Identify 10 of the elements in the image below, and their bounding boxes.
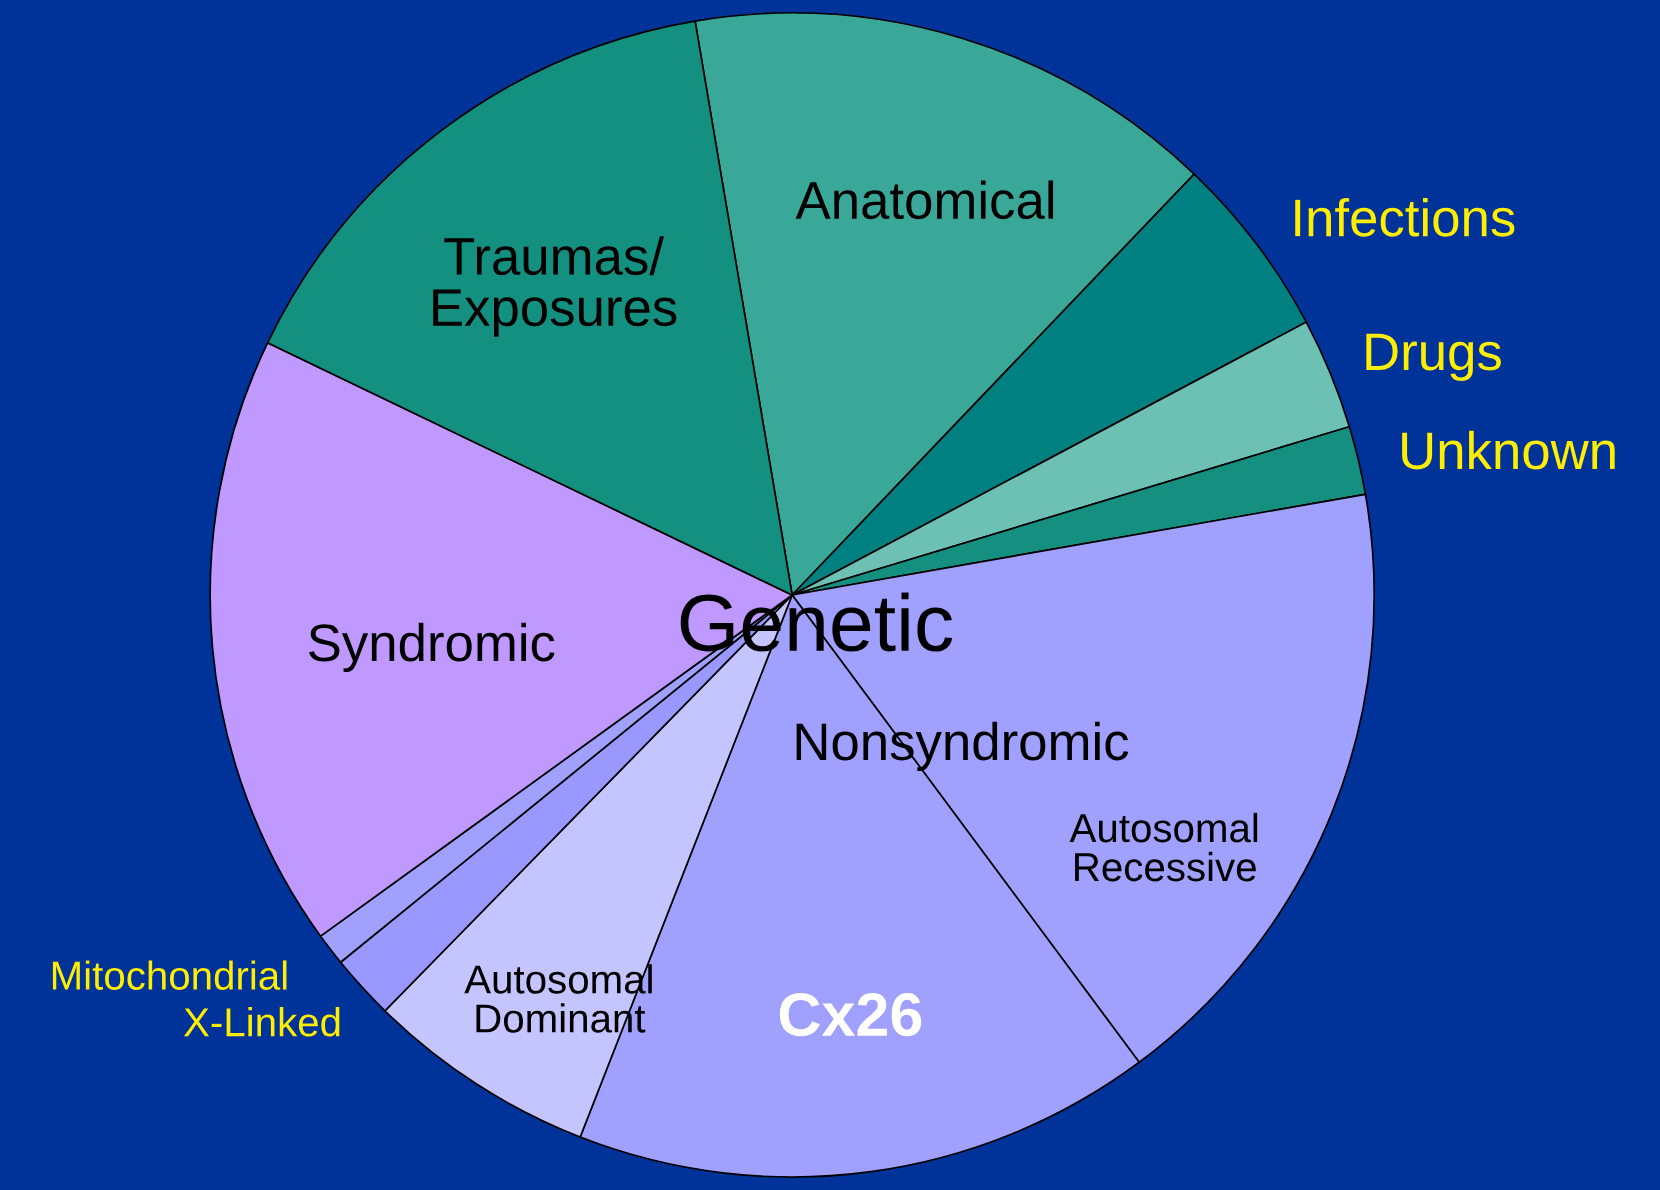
slice-label: X-Linked <box>183 1006 340 1037</box>
slice-label: Drugs <box>1366 333 1501 381</box>
slice-label: Autosomal Recessive <box>1069 812 1258 882</box>
slice-label: Syndromic <box>309 622 555 672</box>
slice-label: Infections <box>1295 197 1515 237</box>
slice-label: Unknown <box>1402 430 1615 470</box>
slice-label: Anatomical <box>795 180 1054 220</box>
slice-label: Traumas/ Exposures <box>433 236 677 337</box>
slice-label: Mitochondrial <box>52 960 287 990</box>
slice-label: Cx26 <box>779 993 922 1037</box>
